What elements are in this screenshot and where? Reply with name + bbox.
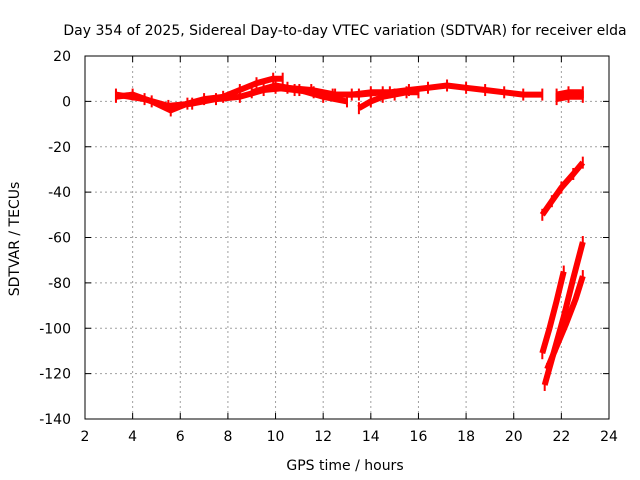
y-tick-label: -140 <box>39 412 71 428</box>
series-descent-2 <box>539 270 567 355</box>
x-tick-label: 18 <box>457 429 475 445</box>
y-tick-label: -80 <box>48 276 71 292</box>
y-axis-label: SDTVAR / TECUs <box>7 182 23 297</box>
y-tick-label: -40 <box>48 185 71 201</box>
x-tick-label: 4 <box>128 429 137 445</box>
data-layer <box>114 72 586 391</box>
chart-title: Day 354 of 2025, Sidereal Day-to-day VTE… <box>63 23 626 39</box>
y-tick-label: 20 <box>53 49 71 65</box>
series-descent-1 <box>539 160 586 217</box>
x-tick-label: 2 <box>81 429 90 445</box>
y-tick-label: -20 <box>48 140 71 156</box>
x-axis: 2 4 6 8 10 12 14 16 18 20 22 24 <box>81 56 618 445</box>
series-band-e <box>357 89 419 111</box>
x-tick-label: 20 <box>505 429 523 445</box>
x-axis-label: GPS time / hours <box>286 458 403 474</box>
y-tick-label: -100 <box>39 321 71 337</box>
x-tick-label: 12 <box>314 429 332 445</box>
y-tick-label: -60 <box>48 231 71 247</box>
y-axis: -140 -120 -100 -80 -60 -40 -20 0 20 <box>39 49 609 428</box>
x-tick-label: 14 <box>362 429 380 445</box>
x-tick-label: 8 <box>223 429 232 445</box>
grid <box>85 56 609 419</box>
x-tick-label: 6 <box>176 429 185 445</box>
y-tick-label: -120 <box>39 367 71 383</box>
x-tick-label: 16 <box>410 429 428 445</box>
x-tick-label: 22 <box>552 429 570 445</box>
x-tick-label: 24 <box>600 429 618 445</box>
x-tick-label: 10 <box>267 429 285 445</box>
series-band-g <box>556 93 583 103</box>
y-tick-label: 0 <box>62 94 71 110</box>
